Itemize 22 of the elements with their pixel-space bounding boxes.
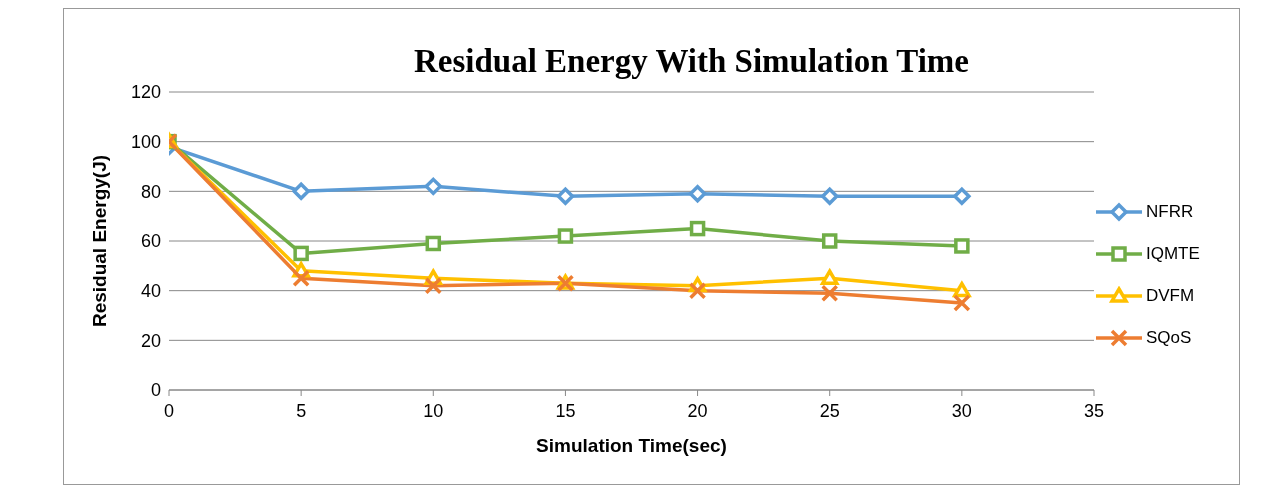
x-axis-title: Simulation Time(sec) — [536, 435, 727, 456]
y-tick-label: 20 — [140, 330, 161, 351]
x-tick-label: 30 — [951, 400, 972, 421]
x-tick-label: 5 — [296, 400, 307, 421]
y-tick-label: 120 — [130, 82, 161, 103]
chart-title: Residual Energy With Simulation Time — [413, 43, 970, 80]
x-tick-label: 0 — [163, 400, 175, 421]
y-tick-label: 0 — [150, 380, 161, 401]
legend-label: DVFM — [1146, 286, 1195, 306]
legend-label: NFRR — [1146, 202, 1194, 222]
x-tick-label: 10 — [423, 400, 444, 421]
y-tick-label: 60 — [140, 231, 161, 252]
x-tick-label: 20 — [687, 400, 708, 421]
legend-label: IQMTE — [1146, 244, 1200, 264]
legend-label: SQoS — [1146, 328, 1192, 348]
y-tick-label: 40 — [140, 281, 161, 302]
x-tick-label: 25 — [819, 400, 840, 421]
y-tick-label: 100 — [130, 132, 161, 153]
x-tick-label: 35 — [1083, 400, 1105, 421]
x-tick-label: 15 — [555, 400, 576, 421]
y-axis-title: Residual Energy(J) — [88, 154, 110, 328]
y-tick-label: 80 — [140, 181, 161, 202]
